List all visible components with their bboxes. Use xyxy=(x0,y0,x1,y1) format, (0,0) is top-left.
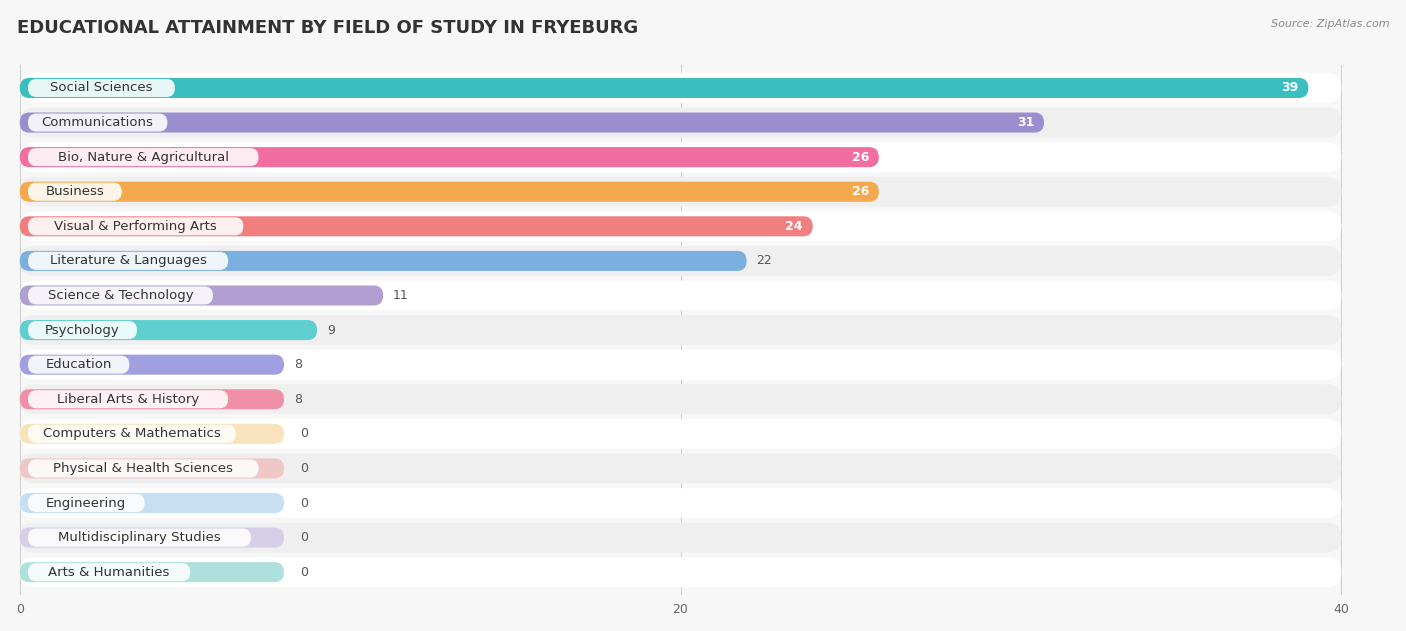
FancyBboxPatch shape xyxy=(20,557,1341,587)
Text: 11: 11 xyxy=(394,289,409,302)
FancyBboxPatch shape xyxy=(20,458,284,478)
FancyBboxPatch shape xyxy=(28,252,228,270)
FancyBboxPatch shape xyxy=(20,384,1341,414)
FancyBboxPatch shape xyxy=(20,350,1341,379)
Text: Multidisciplinary Studies: Multidisciplinary Studies xyxy=(58,531,221,544)
Text: Communications: Communications xyxy=(42,116,153,129)
FancyBboxPatch shape xyxy=(28,148,259,166)
FancyBboxPatch shape xyxy=(28,286,212,305)
Text: 0: 0 xyxy=(301,531,308,544)
Text: 24: 24 xyxy=(786,220,803,233)
FancyBboxPatch shape xyxy=(28,114,167,132)
Text: Physical & Health Sciences: Physical & Health Sciences xyxy=(53,462,233,475)
Text: Education: Education xyxy=(45,358,112,371)
FancyBboxPatch shape xyxy=(20,320,318,340)
Text: Visual & Performing Arts: Visual & Performing Arts xyxy=(55,220,217,233)
FancyBboxPatch shape xyxy=(28,321,136,339)
FancyBboxPatch shape xyxy=(20,281,1341,310)
Text: 0: 0 xyxy=(301,427,308,440)
FancyBboxPatch shape xyxy=(20,142,1341,172)
Text: Bio, Nature & Agricultural: Bio, Nature & Agricultural xyxy=(58,151,229,163)
FancyBboxPatch shape xyxy=(28,563,190,581)
FancyBboxPatch shape xyxy=(28,183,122,201)
FancyBboxPatch shape xyxy=(20,424,284,444)
FancyBboxPatch shape xyxy=(28,459,259,478)
FancyBboxPatch shape xyxy=(20,73,1341,103)
FancyBboxPatch shape xyxy=(20,216,813,237)
Text: 0: 0 xyxy=(301,462,308,475)
Text: 9: 9 xyxy=(328,324,335,336)
FancyBboxPatch shape xyxy=(20,493,284,513)
Text: Engineering: Engineering xyxy=(46,497,127,509)
Text: Business: Business xyxy=(45,186,104,198)
FancyBboxPatch shape xyxy=(20,419,1341,449)
FancyBboxPatch shape xyxy=(28,529,252,546)
Text: 39: 39 xyxy=(1281,81,1299,95)
FancyBboxPatch shape xyxy=(20,454,1341,483)
Text: Literature & Languages: Literature & Languages xyxy=(49,254,207,268)
FancyBboxPatch shape xyxy=(20,112,1045,133)
Text: 0: 0 xyxy=(301,497,308,509)
FancyBboxPatch shape xyxy=(20,246,1341,276)
FancyBboxPatch shape xyxy=(20,211,1341,241)
FancyBboxPatch shape xyxy=(28,217,243,235)
Text: Liberal Arts & History: Liberal Arts & History xyxy=(58,392,200,406)
Text: 8: 8 xyxy=(294,358,302,371)
FancyBboxPatch shape xyxy=(20,355,284,375)
FancyBboxPatch shape xyxy=(20,389,284,410)
FancyBboxPatch shape xyxy=(20,285,384,305)
FancyBboxPatch shape xyxy=(20,177,1341,206)
FancyBboxPatch shape xyxy=(20,316,1341,345)
FancyBboxPatch shape xyxy=(20,78,1309,98)
FancyBboxPatch shape xyxy=(28,79,174,97)
Text: Social Sciences: Social Sciences xyxy=(51,81,153,95)
FancyBboxPatch shape xyxy=(20,108,1341,138)
FancyBboxPatch shape xyxy=(20,522,1341,553)
Text: 26: 26 xyxy=(852,186,869,198)
Text: Source: ZipAtlas.com: Source: ZipAtlas.com xyxy=(1271,19,1389,29)
FancyBboxPatch shape xyxy=(20,251,747,271)
Text: Science & Technology: Science & Technology xyxy=(48,289,193,302)
FancyBboxPatch shape xyxy=(28,494,145,512)
FancyBboxPatch shape xyxy=(28,425,236,443)
FancyBboxPatch shape xyxy=(20,147,879,167)
FancyBboxPatch shape xyxy=(20,562,284,582)
FancyBboxPatch shape xyxy=(20,182,879,202)
FancyBboxPatch shape xyxy=(20,488,1341,518)
FancyBboxPatch shape xyxy=(28,390,228,408)
Text: 8: 8 xyxy=(294,392,302,406)
Text: Arts & Humanities: Arts & Humanities xyxy=(48,565,170,579)
Text: 0: 0 xyxy=(301,565,308,579)
Text: Computers & Mathematics: Computers & Mathematics xyxy=(44,427,221,440)
FancyBboxPatch shape xyxy=(20,528,284,548)
Text: 31: 31 xyxy=(1017,116,1035,129)
Text: 22: 22 xyxy=(756,254,772,268)
FancyBboxPatch shape xyxy=(28,356,129,374)
Text: EDUCATIONAL ATTAINMENT BY FIELD OF STUDY IN FRYEBURG: EDUCATIONAL ATTAINMENT BY FIELD OF STUDY… xyxy=(17,19,638,37)
Text: Psychology: Psychology xyxy=(45,324,120,336)
Text: 26: 26 xyxy=(852,151,869,163)
